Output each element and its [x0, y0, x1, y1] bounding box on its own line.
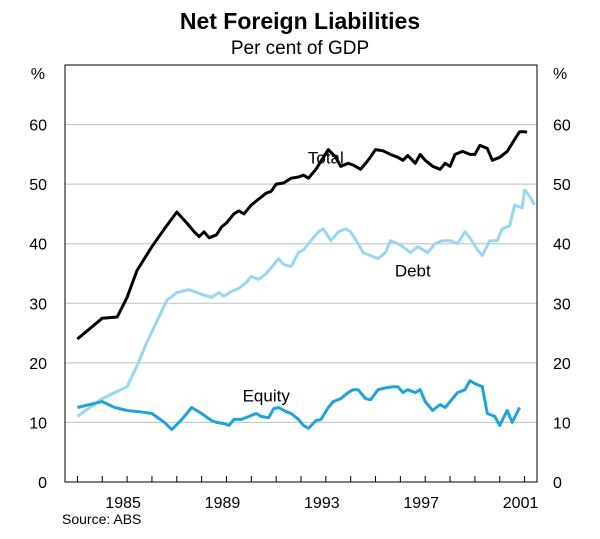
- chart-title: Net Foreign Liabilities: [179, 8, 421, 34]
- series-line-equity: [77, 379, 521, 432]
- series-label-total: Total: [308, 148, 344, 167]
- y-tick-label-right: 20: [553, 356, 571, 373]
- y-tick-label-left: 0: [38, 475, 47, 492]
- y-axis-unit-left: %: [31, 66, 45, 83]
- y-tick-label-left: 50: [29, 177, 47, 194]
- y-tick-label-left: 20: [29, 356, 47, 373]
- series-line-debt: [76, 188, 536, 418]
- y-axis-unit-right: %: [553, 66, 567, 83]
- y-tick-label-left: 60: [29, 118, 47, 135]
- y-tick-label-right: 60: [553, 118, 571, 135]
- x-tick-label: 1989: [205, 495, 241, 512]
- y-tick-label-left: 40: [29, 237, 47, 254]
- y-tick-label-right: 50: [553, 177, 571, 194]
- y-tick-label-right: 40: [553, 237, 571, 254]
- y-tick-label-right: 30: [553, 296, 571, 313]
- y-tick-label-left: 30: [29, 296, 47, 313]
- x-tick-label: 1985: [105, 495, 141, 512]
- x-tick-label: 2001: [503, 495, 539, 512]
- series-line-total: [76, 130, 528, 341]
- source-note: Source: ABS: [62, 511, 142, 527]
- y-tick-label-right: 10: [553, 415, 571, 432]
- x-tick-label: 1993: [304, 495, 340, 512]
- y-tick-label-left: 10: [29, 415, 47, 432]
- chart-subtitle: Per cent of GDP: [230, 38, 370, 59]
- series-label-equity: Equity: [243, 387, 291, 406]
- series-label-debt: Debt: [395, 261, 431, 280]
- x-tick-label: 1997: [403, 495, 439, 512]
- y-tick-label-right: 0: [553, 475, 562, 492]
